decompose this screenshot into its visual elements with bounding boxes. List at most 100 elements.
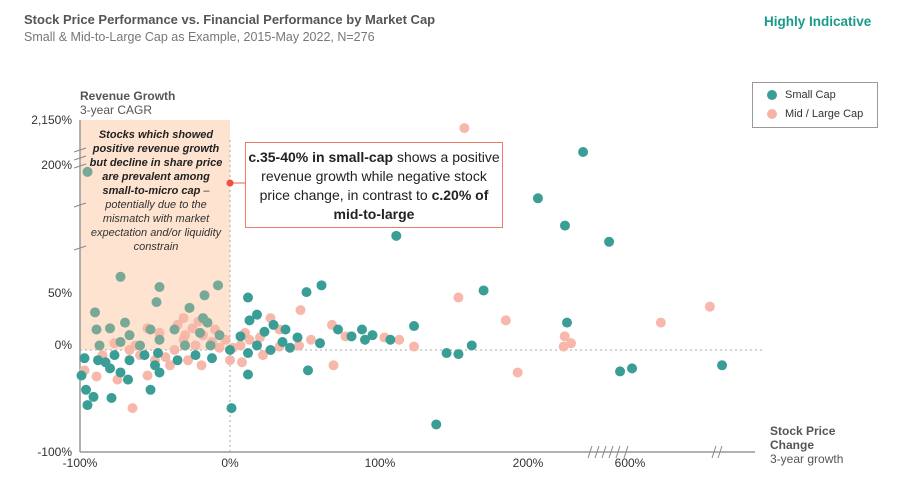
small-cap-point [316,280,327,291]
small-cap-point [431,419,442,430]
small-cap-point [301,287,312,298]
mid-large-cap-point [306,334,316,345]
small-cap-point [190,350,201,361]
callout-box: c.35-40% in small-cap shows a positive r… [245,142,503,228]
small-cap-point [627,363,638,374]
chart-subtitle: Small & Mid-to-Large Cap as Example, 201… [24,30,375,44]
small-cap-point [153,348,163,359]
x-break-mark [615,445,621,459]
y-tick-label: 200% [41,158,72,172]
small-cap-point [115,337,126,348]
small-cap-point [105,323,115,334]
small-cap-point [105,363,115,374]
callout-highlight-2: c.20% of mid-to-large [333,187,489,222]
small-cap-point [195,327,205,338]
small-cap-point [717,360,728,371]
small-cap-point [81,384,91,395]
mid-large-cap-point [459,123,470,134]
mid-large-cap-point [328,360,339,371]
small-cap-point [615,366,626,377]
small-cap-point [357,324,367,335]
small-cap-point [367,330,378,341]
small-cap-point [198,313,208,324]
small-cap-point [213,280,223,291]
small-cap-point [154,334,165,345]
mid-large-cap-point [142,370,153,381]
mid-large-cap-point [214,342,225,353]
callout-text: shows a positive revenue growth while ne… [259,149,500,203]
note-rest-text: – potentially due to the mismatch with m… [90,185,222,253]
small-cap-point [115,367,126,378]
small-cap-point [79,353,90,364]
x-break-mark [601,445,607,459]
y-break-mark [73,245,87,251]
small-cap-point [466,340,477,351]
mid-large-cap-point [409,341,420,352]
small-cap-point [244,315,255,326]
small-cap-point [225,345,235,355]
small-cap-point [93,355,103,366]
small-cap-point [184,302,195,313]
mid-large-cap-point [160,352,171,363]
small-cap-point [106,392,117,403]
small-cap-point [145,324,156,335]
small-cap-point [150,360,160,371]
small-cap-point [532,193,543,204]
y-axis-label: Revenue Growth 3-year CAGR [80,89,175,117]
small-cap-point [243,348,253,359]
mid-large-cap-point [196,360,207,371]
x-break-mark [711,445,717,459]
small-cap-point [252,309,262,320]
y-break-mark [73,155,87,161]
small-cap-point [199,290,210,301]
x-tick-label: 200% [513,456,544,470]
mid-large-cap-point [235,340,246,351]
small-cap-point [169,324,180,335]
small-cap-point [385,334,396,345]
small-cap-point [226,403,237,414]
x-break-mark [594,445,600,459]
mid-large-cap-point [169,345,180,355]
y-break-mark [73,163,87,169]
small-cap-point [94,340,105,351]
small-cap-point [135,340,145,351]
mid-large-cap-point [165,360,175,371]
mid-large-cap-point [704,301,715,312]
small-cap-point [259,326,270,337]
mid-large-cap-point [180,330,190,341]
small-cap-point [441,348,452,359]
small-cap-point [265,345,276,355]
small-cap-point [277,337,288,348]
y-tick-label: 2,150% [31,113,72,127]
note-bold-text: Stocks which showed positive revenue gro… [89,129,223,197]
x-axis-break-marks [587,445,723,459]
small-cap-point [139,350,150,361]
small-cap-point [303,365,313,376]
small-cap-point [315,338,325,349]
small-cap-point [180,340,190,351]
shaded-region [80,120,230,350]
legend-label: Mid / Large Cap [785,108,864,120]
mid-large-cap-point [178,313,189,324]
indicative-badge: Highly Indicative [764,14,872,29]
mid-large-cap-point [237,357,247,368]
x-break-mark [587,445,593,459]
small-cap-point [292,332,303,343]
mid-large-cap-point [453,292,464,303]
small-cap-point [88,391,99,402]
x-axis-title: Stock Price Change [770,424,836,452]
legend-item-small-cap: Small Cap [767,89,836,101]
small-cap-point [360,334,370,345]
mid-large-cap-point [91,371,102,382]
small-cap-point [172,355,183,366]
small-cap-point [285,342,295,353]
small-cap-point [82,400,93,411]
small-cap-point [154,367,165,378]
small-cap-swatch [767,90,777,100]
small-cap-point [115,271,126,282]
x-break-mark [623,445,629,459]
x-break-mark [717,445,723,459]
small-cap-point [90,307,100,318]
